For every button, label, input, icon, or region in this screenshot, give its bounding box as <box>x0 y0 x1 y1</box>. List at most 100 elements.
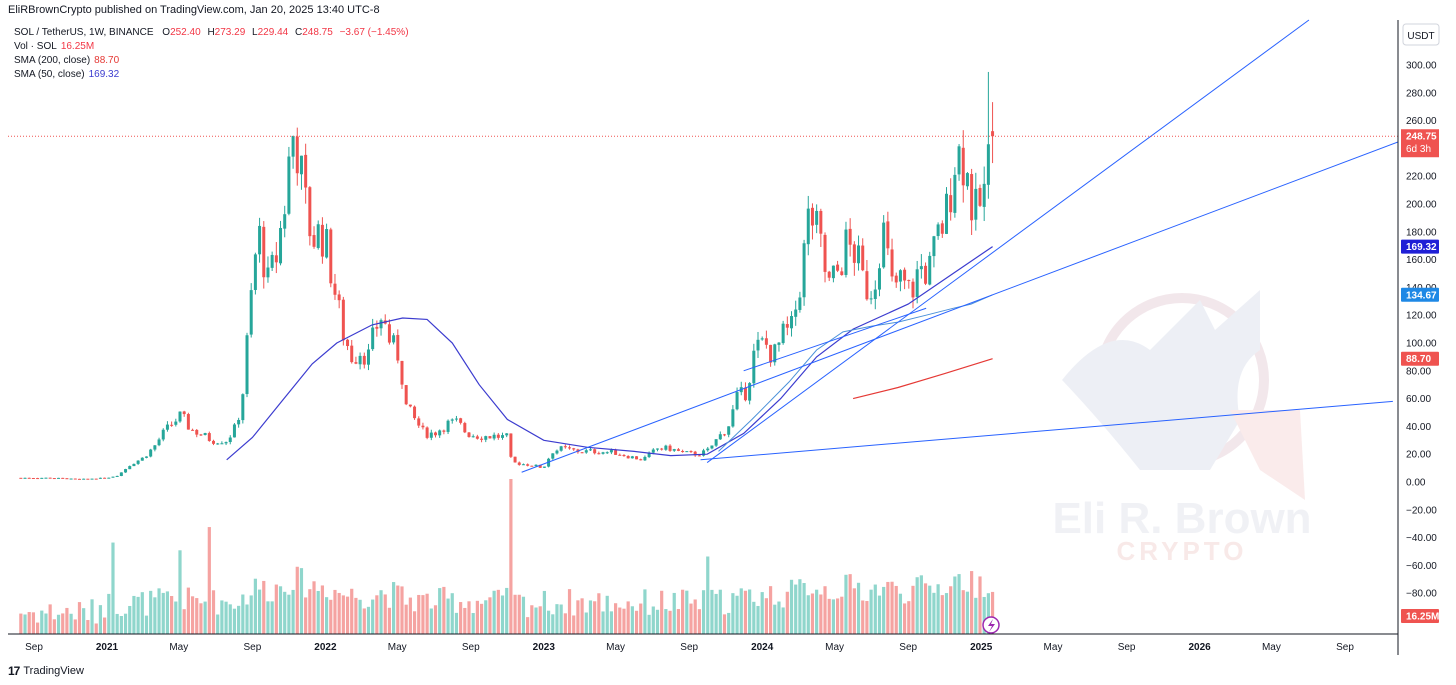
volume-legend[interactable]: Vol · SOL 16.25M <box>14 41 94 52</box>
tradingview-footer[interactable]: 17 TradingView <box>8 664 84 678</box>
candle-body <box>886 221 890 249</box>
volume-bar <box>425 593 429 634</box>
volume-bar <box>107 593 111 634</box>
volume-bar <box>852 588 856 634</box>
sma50-line <box>226 246 993 461</box>
volume-bar <box>882 586 886 634</box>
y-tick-label: 120.00 <box>1406 311 1437 322</box>
watermark-bear-icon <box>1230 410 1305 500</box>
volume-bars <box>19 479 995 634</box>
volume-bar <box>186 587 190 634</box>
sma200-badge: 88.70 <box>1406 354 1431 365</box>
volume-bar <box>392 582 396 634</box>
volume-bar <box>722 614 727 634</box>
sma200-legend[interactable]: SMA (200, close) 88.70 <box>14 55 119 66</box>
volume-bar <box>953 576 957 634</box>
volume-bar <box>77 602 82 634</box>
volume-bar <box>52 619 56 634</box>
volume-bar <box>366 606 371 634</box>
volume-bar <box>144 615 149 634</box>
volume-bar <box>714 593 718 634</box>
volume-bar <box>241 594 245 634</box>
volume-bar <box>802 583 806 634</box>
candle-body <box>986 144 990 185</box>
candle-body <box>572 448 576 450</box>
volume-bar <box>446 598 450 634</box>
candle-body <box>421 425 425 428</box>
x-tick-label: Sep <box>1336 642 1354 653</box>
volume-bar <box>153 597 157 634</box>
volume-bar <box>559 604 563 634</box>
candle-body <box>144 456 148 458</box>
volume-bar <box>182 609 186 634</box>
candle-body <box>593 449 597 454</box>
volume-bar <box>320 585 325 634</box>
volume-bar <box>496 589 500 634</box>
volume-bar <box>580 598 584 634</box>
candle-body <box>253 254 257 290</box>
volume-bar <box>894 585 898 634</box>
volume-bar <box>798 579 802 634</box>
time-axis[interactable]: Sep 2021 May Sep 2022 May Sep 2023 May Sep 2024 May… <box>25 642 1354 653</box>
volume-bar <box>831 599 836 634</box>
volume-bar <box>764 598 768 634</box>
candle-body <box>149 449 153 457</box>
candle-body <box>626 455 630 459</box>
candle-body <box>551 453 555 459</box>
x-tick-label: 2021 <box>96 642 119 653</box>
volume-bar <box>526 617 530 634</box>
volume-bar <box>877 595 882 634</box>
volume-bar <box>82 608 86 634</box>
volume-bar <box>253 578 257 634</box>
candle-body <box>957 146 961 175</box>
volume-bar <box>266 601 270 634</box>
sma50-legend[interactable]: SMA (50, close) 169.32 <box>14 69 119 80</box>
y-tick-label: 180.00 <box>1406 227 1437 238</box>
sma50-badge-bg <box>1401 239 1439 254</box>
tradingview-brand: TradingView <box>23 665 84 677</box>
sma200-value: 88.70 <box>94 55 120 66</box>
eli-r-brown-watermark: Eli R. Brown CRYPTO <box>1052 290 1312 566</box>
candle-body <box>387 324 391 343</box>
volume-bar <box>500 595 505 634</box>
candle-body <box>978 187 982 206</box>
volume-bar <box>572 615 576 634</box>
x-tick-label: 2022 <box>314 642 337 653</box>
volume-bar <box>86 620 90 634</box>
candle-body <box>304 154 308 188</box>
volume-bar <box>438 588 442 634</box>
volume-bar <box>739 588 743 634</box>
symbol-legend[interactable]: SOL / TetherUS, 1W, BINANCE O252.40 H273… <box>14 27 409 38</box>
candle-body <box>329 229 333 284</box>
x-tick-label: 2024 <box>751 642 774 653</box>
candle-body <box>312 235 316 247</box>
trendline <box>706 19 1310 463</box>
candle-body <box>790 316 794 329</box>
candle-body <box>475 436 479 439</box>
volume-bar <box>609 611 614 634</box>
candle-body <box>325 229 329 258</box>
volume-bar <box>98 605 103 634</box>
volume-bar <box>588 600 593 634</box>
candle-body <box>764 338 768 345</box>
blue-average-line <box>718 294 993 452</box>
currency-button[interactable]: USDT <box>1402 23 1440 46</box>
volume-bar <box>538 606 542 634</box>
volume-bar <box>220 600 224 634</box>
candle-body <box>622 454 626 457</box>
candle-body <box>450 419 454 421</box>
volume-bar <box>324 597 329 634</box>
candle-body <box>647 452 651 458</box>
candle-body <box>710 445 714 449</box>
volume-bar <box>149 590 153 634</box>
candle-body <box>991 131 995 137</box>
flash-icon[interactable] <box>982 616 1000 634</box>
candle-body <box>375 326 379 329</box>
candle-body <box>496 434 500 438</box>
candle-body <box>484 436 488 440</box>
volume-bar <box>278 586 283 634</box>
candle-body <box>165 424 169 430</box>
candle-body <box>73 478 77 480</box>
volume-bar <box>345 596 350 634</box>
